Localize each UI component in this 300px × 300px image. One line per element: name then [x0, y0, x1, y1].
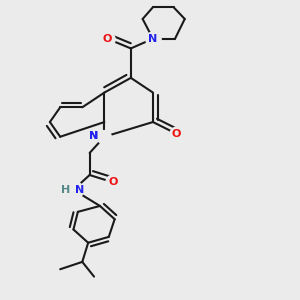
Text: O: O — [103, 34, 112, 44]
Text: O: O — [172, 129, 181, 139]
Text: N: N — [88, 131, 98, 141]
Text: N: N — [75, 185, 84, 195]
Text: H: H — [61, 185, 71, 195]
Text: N: N — [148, 34, 158, 44]
Text: O: O — [109, 177, 118, 188]
Text: N: N — [88, 131, 98, 141]
